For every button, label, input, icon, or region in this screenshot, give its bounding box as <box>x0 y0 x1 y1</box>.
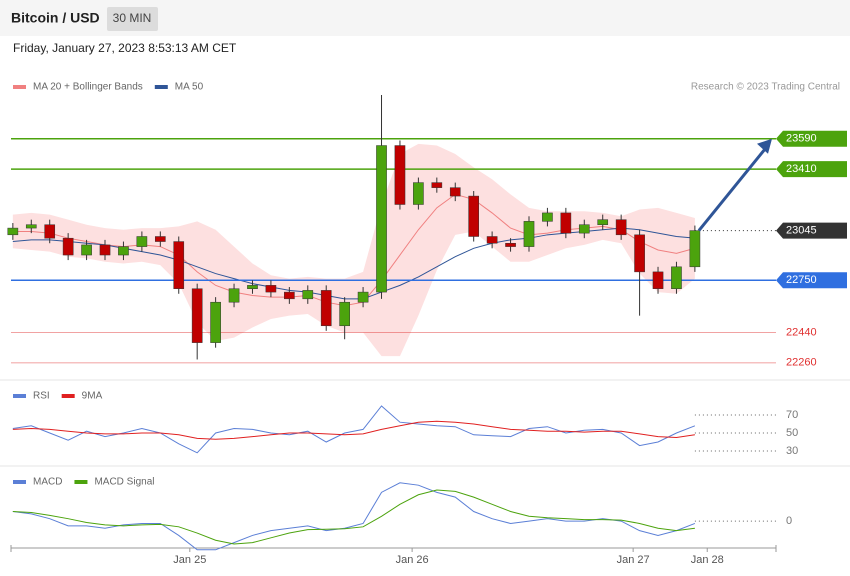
candle-body <box>62 237 74 256</box>
candle-body <box>431 182 443 188</box>
candle-body <box>173 241 185 289</box>
legend-swatch <box>61 394 75 398</box>
candle-body <box>191 288 203 343</box>
candle-body <box>99 244 111 256</box>
price-box <box>776 222 847 239</box>
candle-body <box>210 301 221 343</box>
candle-body <box>449 187 461 197</box>
candle-body <box>284 291 295 300</box>
indicator-line <box>12 489 695 545</box>
price-label: 23410 <box>786 163 817 175</box>
candle-body <box>81 244 92 256</box>
title: Bitcoin / USD <box>11 10 100 26</box>
legend-swatch <box>13 394 26 398</box>
candle-body <box>118 246 129 256</box>
legend-label: MA 20 + Bollinger Bands <box>33 82 143 93</box>
candle-body <box>265 285 277 293</box>
candle-body <box>394 145 406 205</box>
legend-label: MACD <box>33 477 62 488</box>
candle-body <box>671 266 682 289</box>
x-tick-label: Jan 25 <box>173 554 206 566</box>
timeframe: 30 MIN <box>113 11 152 25</box>
target-arrowhead <box>757 138 772 154</box>
date: Friday, January 27, 2023 8:53:13 AM CET <box>13 41 237 55</box>
legend-label: MA 50 <box>175 82 204 93</box>
legend-swatch <box>13 480 26 484</box>
candle-body <box>154 236 166 242</box>
price-box <box>776 272 847 289</box>
x-tick-label: Jan 26 <box>396 554 429 566</box>
target-arrow <box>697 146 768 232</box>
candle-body <box>689 230 701 268</box>
candle-body <box>634 234 645 273</box>
legend-label: RSI <box>33 391 50 402</box>
candle-body <box>339 301 350 327</box>
price-label: 22750 <box>786 274 817 286</box>
x-tick-label: Jan 27 <box>617 554 650 566</box>
bollinger-band <box>12 143 695 357</box>
candle-body <box>413 182 424 205</box>
legend-swatch <box>154 85 168 89</box>
price-label: 22440 <box>786 326 817 338</box>
indicator-line <box>12 405 696 454</box>
candle-body <box>302 290 314 300</box>
legend-swatch <box>13 85 26 89</box>
candle-body <box>228 288 240 303</box>
candle-body <box>376 145 387 293</box>
y-tick-label: 50 <box>786 427 798 439</box>
legend-label: MACD Signal <box>94 477 154 488</box>
x-tick-label: Jan 28 <box>691 554 724 566</box>
indicator-line <box>12 420 695 440</box>
candle-body <box>44 224 56 239</box>
price-label: 23590 <box>786 133 817 145</box>
candle-body <box>357 291 369 303</box>
timeframe-badge <box>107 7 158 31</box>
indicator-line <box>12 482 696 551</box>
candle-body <box>615 219 627 236</box>
legend-swatch <box>74 480 88 484</box>
candle-body <box>597 219 609 225</box>
price-box <box>776 161 847 178</box>
candle-body <box>560 212 572 234</box>
candle-body <box>7 227 19 236</box>
candle-body <box>505 242 516 247</box>
candle-body <box>578 224 590 234</box>
legend-label: 9MA <box>82 391 103 402</box>
price-box <box>776 130 847 147</box>
candle-body <box>320 290 332 327</box>
candle-body <box>652 271 664 289</box>
candle-body <box>542 212 553 222</box>
candle-body <box>486 236 498 244</box>
candle-body <box>523 221 535 247</box>
candle-body <box>468 195 480 237</box>
y-tick-label: 30 <box>786 445 798 457</box>
candle-body <box>25 224 37 229</box>
price-label: 23045 <box>786 225 817 237</box>
y-tick-label: 70 <box>786 409 798 421</box>
y-tick-label: 0 <box>786 515 792 527</box>
candle-body <box>247 285 258 289</box>
credit: Research © 2023 Trading Central <box>691 82 840 93</box>
candle-body <box>136 236 148 247</box>
price-label: 22260 <box>786 357 817 369</box>
